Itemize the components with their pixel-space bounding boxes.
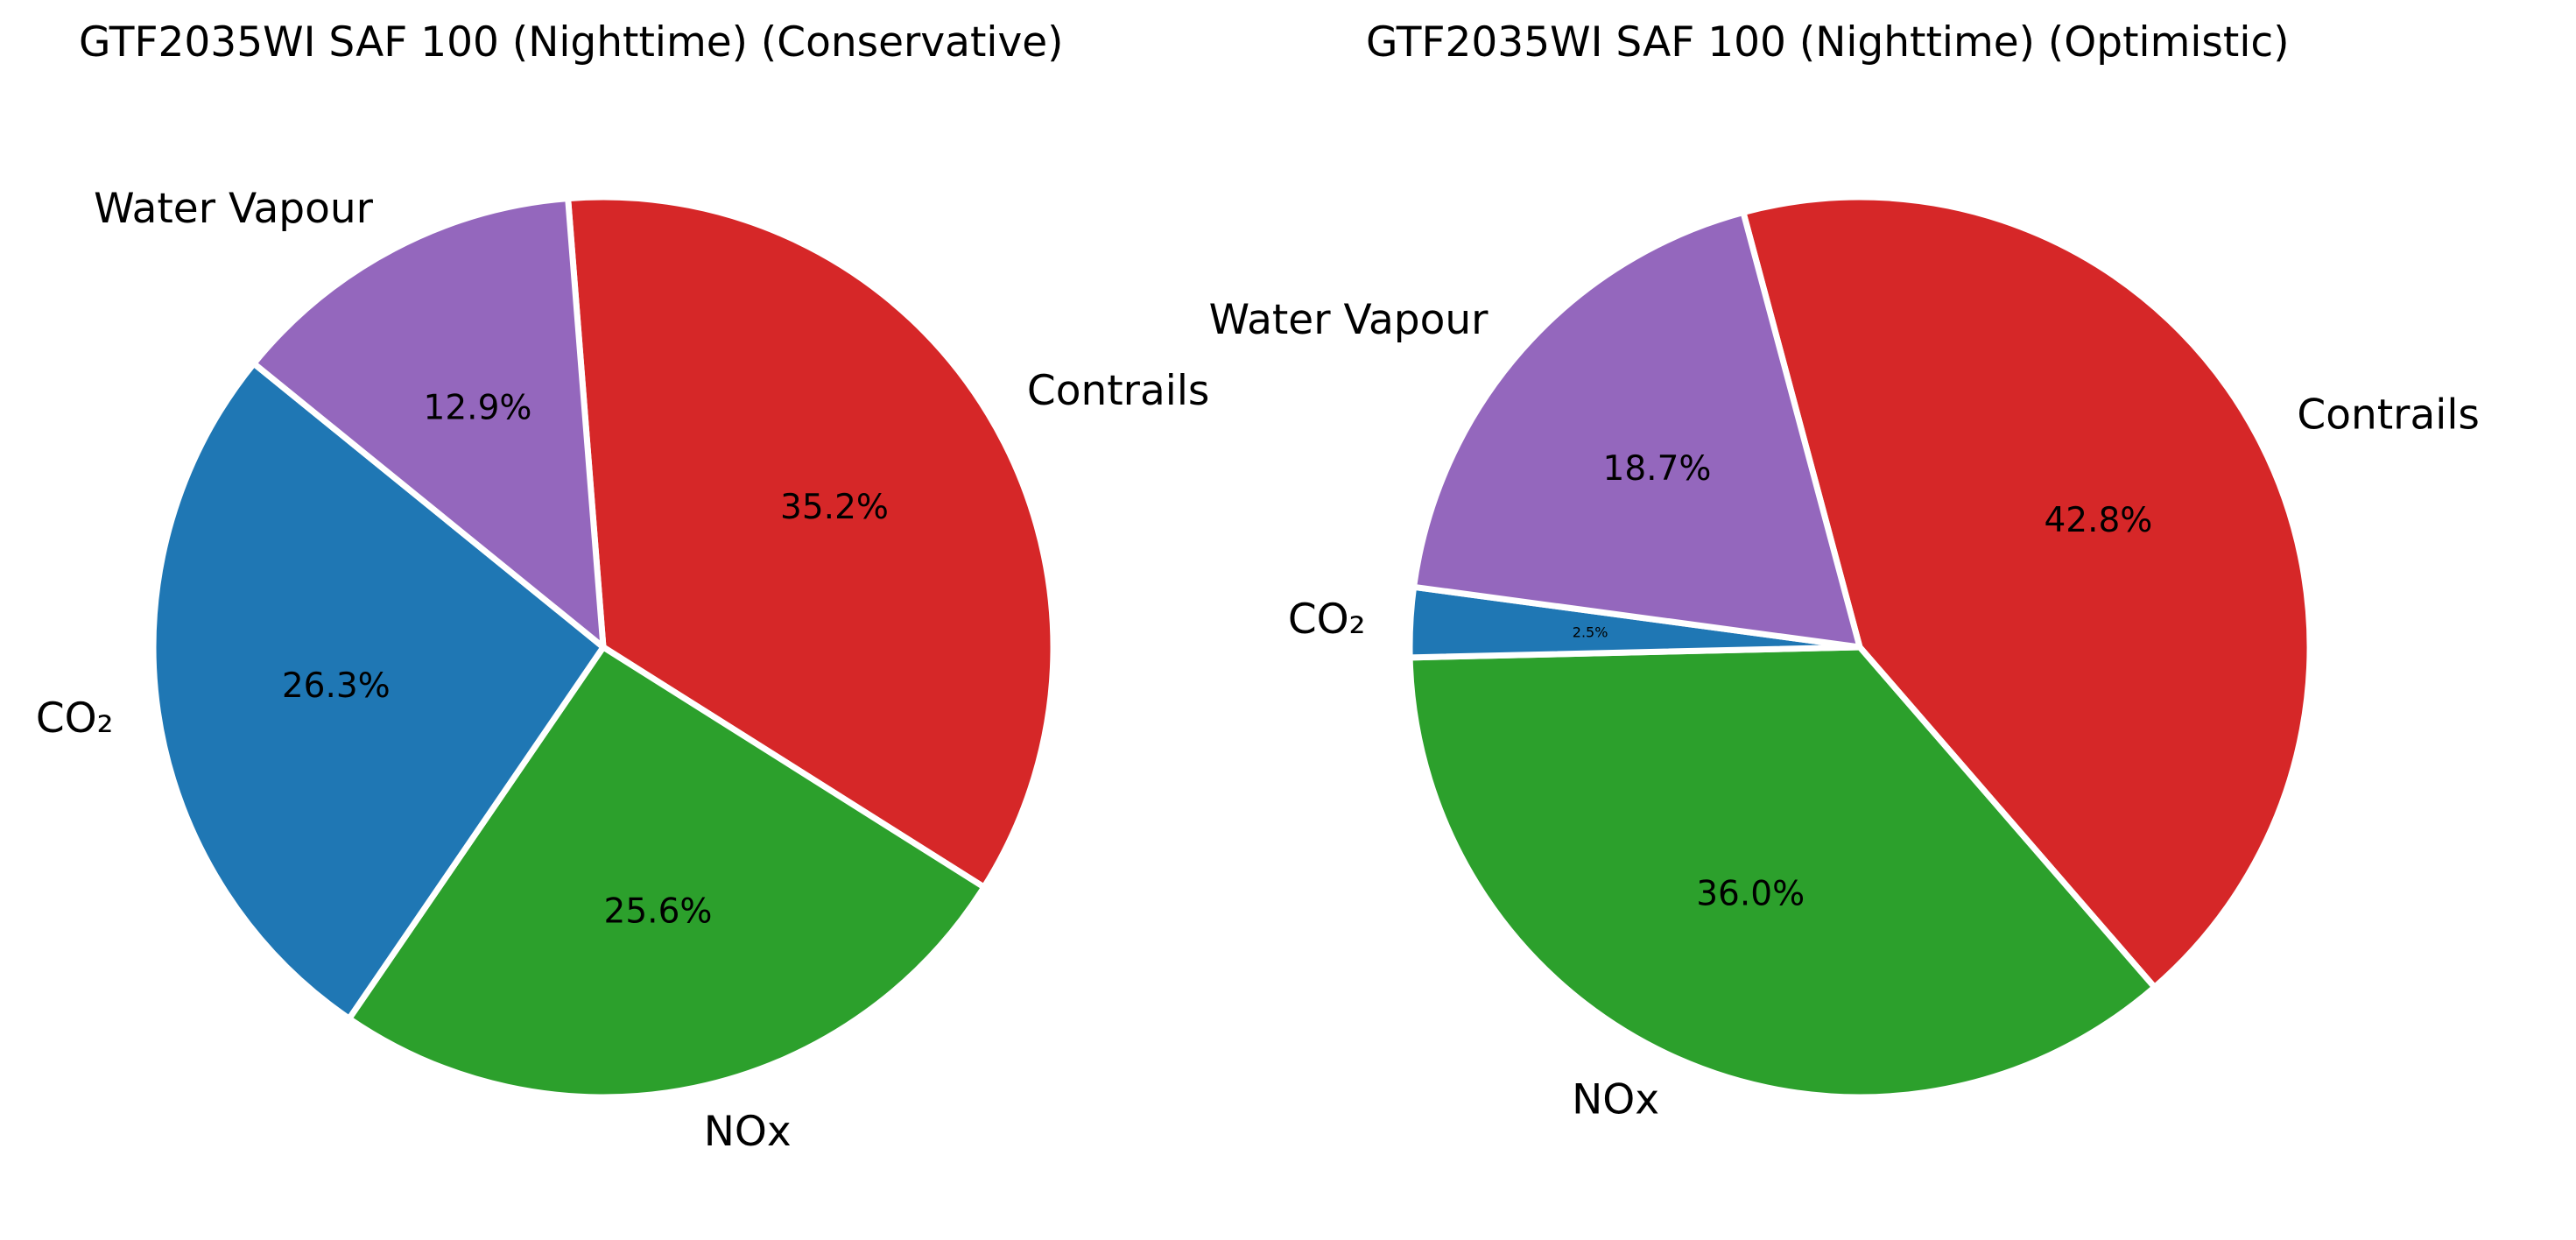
pct-label-nox: 25.6% xyxy=(604,892,713,932)
pie-wedges xyxy=(150,194,1057,1101)
slice-label-co2: CO₂ xyxy=(1288,595,1366,644)
pie-slice-water-vapour xyxy=(1411,209,1863,651)
pie-wedges xyxy=(1406,194,2313,1101)
pct-label-nox: 36.0% xyxy=(1696,875,1805,914)
chart-title: GTF2035WI SAF 100 (Nighttime) (Optimisti… xyxy=(1366,18,2290,67)
pct-label-co2: 26.3% xyxy=(282,666,391,706)
slice-label-nox: NOx xyxy=(1572,1076,1659,1124)
pie-chart-conservative: GTF2035WI SAF 100 (Nighttime) (Conservat… xyxy=(36,18,1210,1156)
pie-slice-contrails xyxy=(565,194,1057,891)
pie-slice-contrails xyxy=(1740,194,2313,990)
slice-label-co2: CO₂ xyxy=(36,694,114,743)
slice-label-water-vapour: Water Vapour xyxy=(94,185,374,233)
slice-label-contrails: Contrails xyxy=(1027,367,1210,415)
pct-label-contrails: 35.2% xyxy=(780,488,889,527)
slice-label-water-vapour: Water Vapour xyxy=(1209,296,1489,344)
pie-slice-co2 xyxy=(150,360,607,1022)
pct-label-contrails: 42.8% xyxy=(2044,501,2152,540)
pie-chart-optimistic: GTF2035WI SAF 100 (Nighttime) (Optimisti… xyxy=(1209,18,2480,1124)
pie-labels: Contrails 42.8% NOx 36.0% CO₂ 2.5% Water Vapou… xyxy=(1209,296,2480,1124)
chart-title: GTF2035WI SAF 100 (Nighttime) (Conservat… xyxy=(79,18,1064,67)
slice-label-nox: NOx xyxy=(704,1108,792,1156)
pie-slice-water-vapour xyxy=(250,195,607,651)
pct-label-co2: 2.5% xyxy=(1573,624,1608,640)
pct-label-water-vapour: 12.9% xyxy=(424,389,532,428)
pie-slice-nox xyxy=(1406,644,2158,1101)
pct-label-water-vapour: 18.7% xyxy=(1603,449,1712,489)
slice-label-contrails: Contrails xyxy=(2297,391,2480,439)
pie-labels: Contrails 35.2% NOx 25.6% CO₂ 26.3% Water Vapo… xyxy=(36,185,1210,1156)
pie-slice-nox xyxy=(346,644,988,1101)
